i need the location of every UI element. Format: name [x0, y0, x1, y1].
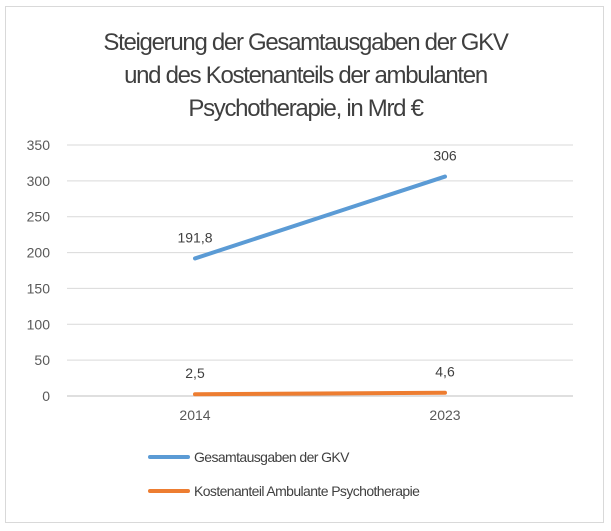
legend-label-psychotherapie: Kostenanteil Ambulante Psychotherapie: [194, 483, 420, 499]
data-label: 4,6: [435, 364, 455, 380]
y-tick-label: 0: [42, 388, 50, 404]
legend-swatch-gesamtausgaben: [148, 455, 190, 459]
x-tick-label: 2023: [429, 407, 460, 423]
legend-swatch-psychotherapie: [148, 489, 190, 493]
data-label: 191,8: [177, 229, 212, 245]
y-tick-label: 50: [34, 352, 50, 368]
data-label: 306: [433, 148, 457, 164]
y-tick-label: 150: [27, 280, 51, 296]
chart-title: Steigerung der Gesamtausgaben der GKV un…: [0, 26, 611, 125]
chart-title-line-2: und des Kostenanteils der ambulanten: [124, 62, 488, 89]
legend-item-psychotherapie: Kostenanteil Ambulante Psychotherapie: [148, 481, 420, 501]
y-tick-label: 200: [27, 245, 51, 261]
legend-label-gesamtausgaben: Gesamtausgaben der GKV: [194, 449, 350, 465]
y-tick-label: 300: [27, 173, 51, 189]
chart-title-line-3: Psychotherapie, in Mrd €: [188, 95, 424, 122]
data-label: 2,5: [185, 365, 205, 381]
x-tick-label: 2014: [179, 407, 210, 423]
chart-title-line-1: Steigerung der Gesamtausgaben der GKV: [103, 29, 508, 56]
series-line-0: [193, 174, 447, 261]
legend-item-gesamtausgaben: Gesamtausgaben der GKV: [148, 447, 350, 467]
y-tick-label: 250: [27, 209, 51, 225]
y-tick-label: 350: [27, 137, 51, 153]
chart-frame: [5, 6, 604, 523]
series-line-1: [193, 390, 447, 397]
y-tick-label: 100: [27, 316, 51, 332]
